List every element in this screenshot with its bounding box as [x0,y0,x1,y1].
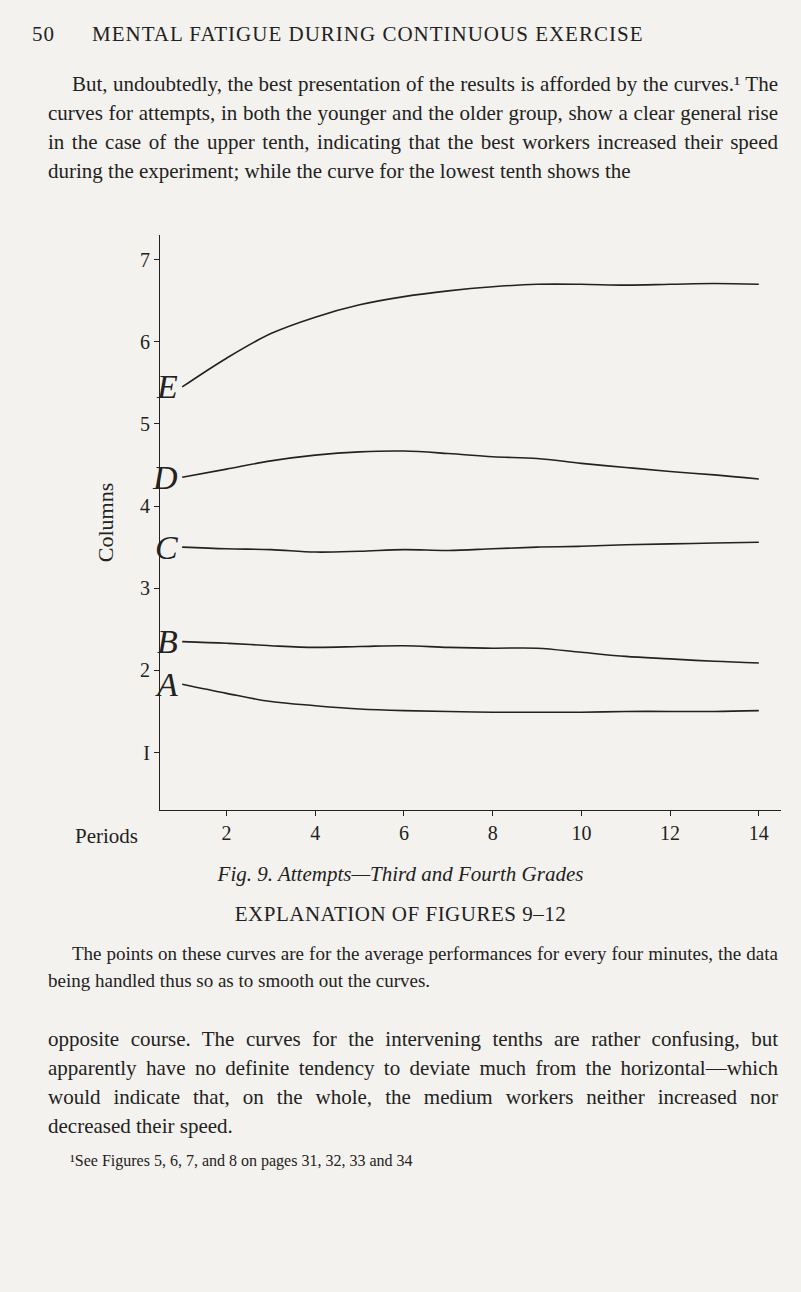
svg-text:Columns: Columns [93,483,118,562]
svg-text:C: C [155,529,178,566]
svg-text:3: 3 [140,577,150,599]
svg-text:2: 2 [140,659,150,681]
svg-text:10: 10 [571,822,591,844]
html-text:EXPLANATION OF FIGURES 9–12: EXPLANATION OF FIGURES 9–12 [234,902,567,926]
html-text:¹See Figures 5, 6, 7, and 8 on: ¹See Figures 5, 6, 7, and 8 on pages 31,… [70,1152,413,1169]
svg-text:7: 7 [140,249,150,271]
html-text:The points on these curves are: The points on these curves are for the a… [48,943,778,991]
svg-text:E: E [156,368,178,405]
svg-text:D: D [152,459,178,496]
html-text:Fig. 9. Attempts—Third and Fou: Fig. 9. Attempts—Third and Fourth Grades [217,862,584,886]
svg-text:I: I [143,742,150,764]
html-text:But, undoubtedly, the best pre: But, undoubtedly, the best presentation … [48,72,778,183]
svg-text:A: A [155,666,178,703]
svg-text:5: 5 [140,413,150,435]
svg-text:4: 4 [310,822,320,844]
html-text:50: 50 [32,22,55,46]
html-text:opposite course. The curves fo: opposite course. The curves for the inte… [48,1027,778,1138]
svg-text:14: 14 [749,822,769,844]
svg-text:12: 12 [660,822,680,844]
svg-text:2: 2 [222,822,232,844]
svg-text:B: B [157,623,178,660]
svg-text:6: 6 [399,822,409,844]
html-text:MENTAL FATIGUE DURING CONTINUO: MENTAL FATIGUE DURING CONTINUOUS EXERCIS… [92,22,644,46]
svg-text:4: 4 [140,495,150,517]
svg-text:8: 8 [488,822,498,844]
svg-text:6: 6 [140,331,150,353]
svg-text:Periods: Periods [75,824,138,848]
